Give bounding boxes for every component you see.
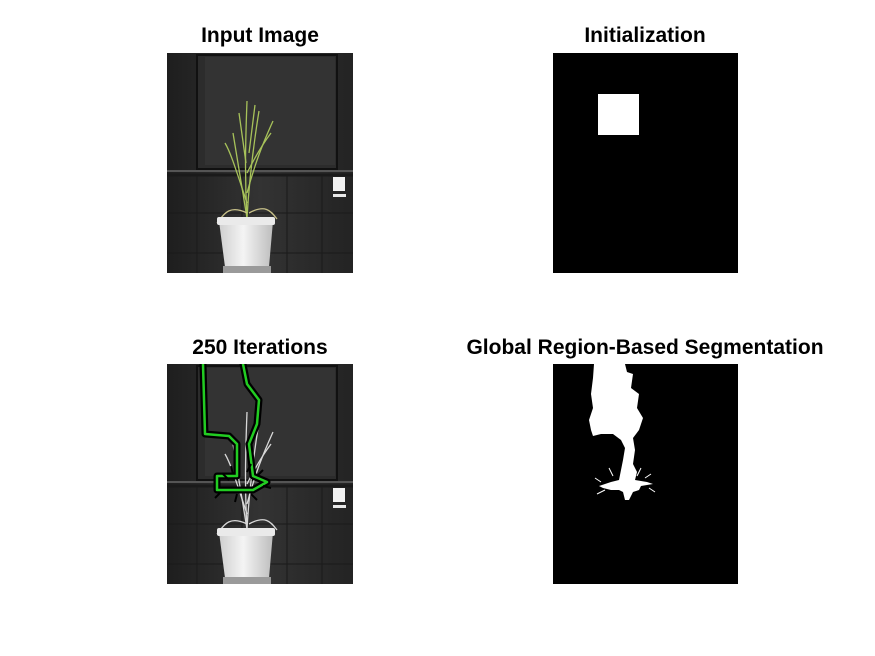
- input-image: [167, 53, 353, 273]
- title-segmentation: Global Region-Based Segmentation: [466, 336, 823, 360]
- iterations-overlay: [167, 364, 353, 584]
- title-initialization: Initialization: [584, 24, 705, 48]
- title-input-image: Input Image: [201, 24, 319, 48]
- init-square: [598, 94, 639, 135]
- title-iterations: 250 Iterations: [192, 336, 327, 360]
- segmentation-mask: [553, 364, 738, 584]
- initialization-mask: [553, 53, 738, 273]
